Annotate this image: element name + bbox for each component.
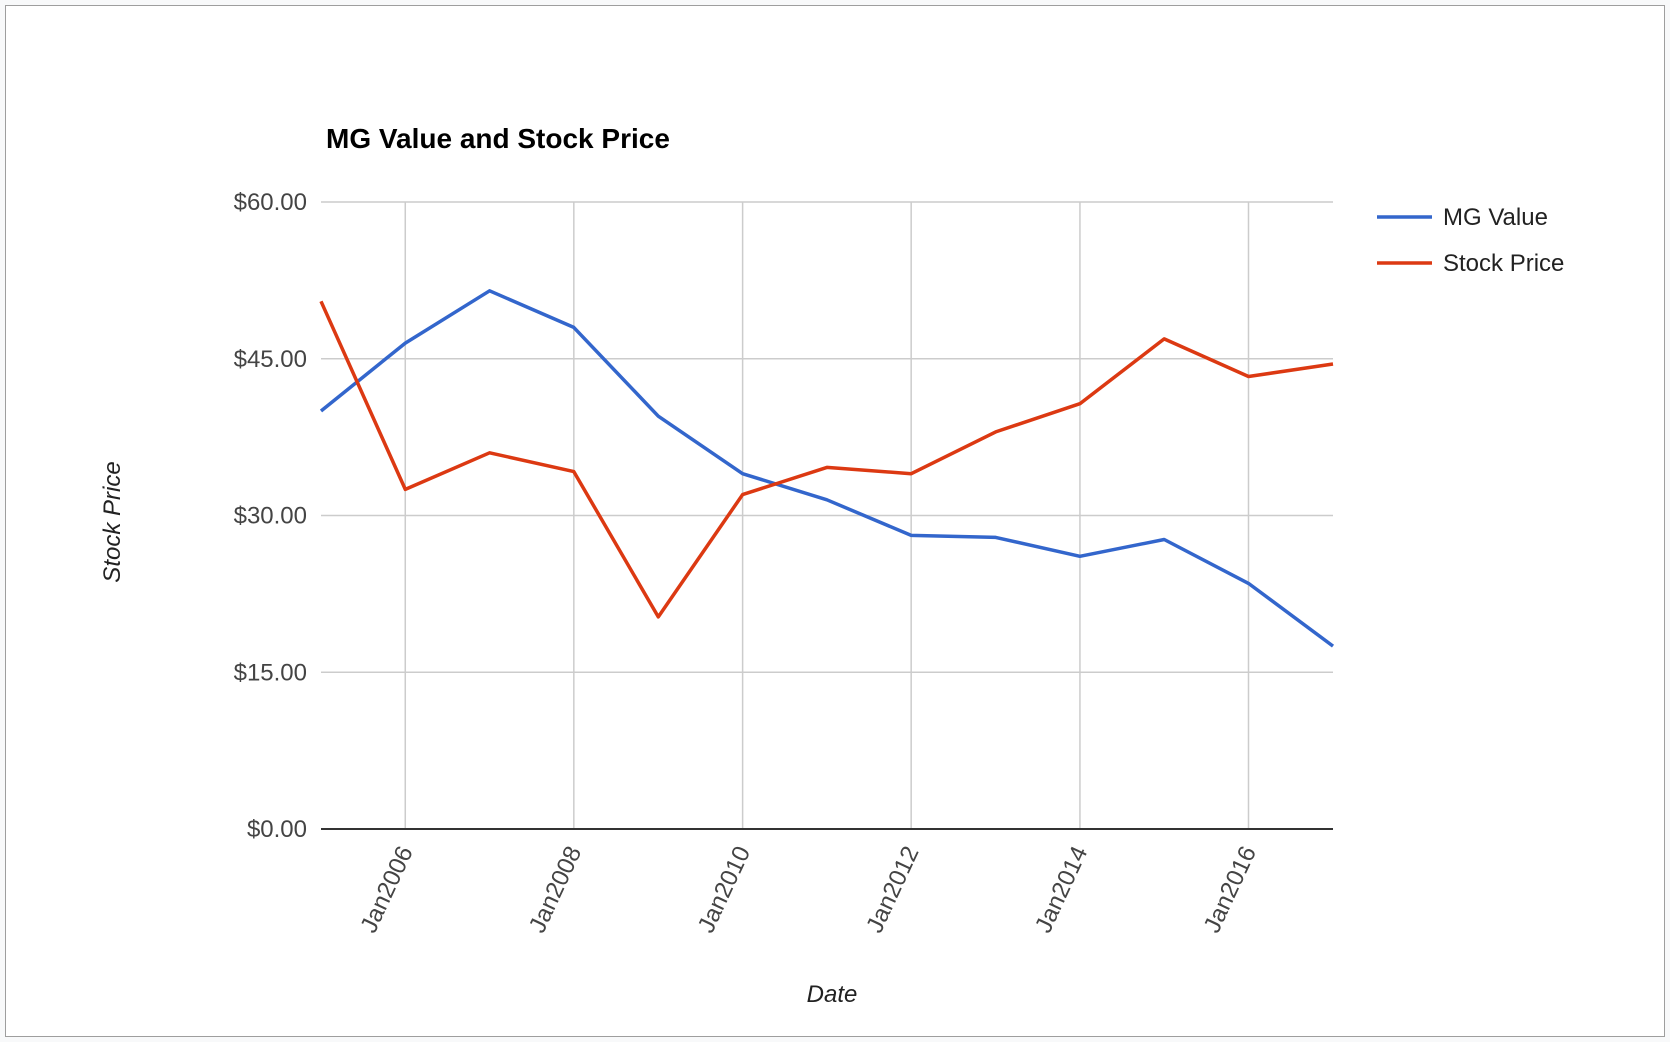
y-tick-label: $30.00 [234,503,307,530]
series-lines [318,288,1336,649]
legend-item-mg-value[interactable]: MG Value [1377,204,1548,231]
data-point-stock-price[interactable] [318,298,324,304]
data-point-stock-price[interactable] [571,469,577,475]
chart-title: MG Value and Stock Price [326,123,670,154]
data-point-stock-price[interactable] [740,492,746,498]
data-point-mg-value[interactable] [318,408,324,414]
y-tick-label: $15.00 [234,659,307,686]
data-point-mg-value[interactable] [655,413,661,419]
data-point-mg-value[interactable] [571,324,577,330]
line-chart: $0.00 $15.00 $30.00 $45.00 $60.00 Jan2006 Jan2… [99,123,1564,1008]
x-axis-title: Date [807,981,858,1008]
data-point-stock-price[interactable] [655,614,661,620]
data-point-stock-price[interactable] [824,464,830,470]
data-point-stock-price[interactable] [1245,374,1251,380]
legend-label: MG Value [1443,204,1548,231]
legend-item-stock-price[interactable]: Stock Price [1377,250,1564,277]
data-point-stock-price[interactable] [1330,361,1336,367]
data-point-mg-value[interactable] [487,288,493,294]
data-point-stock-price[interactable] [487,450,493,456]
data-point-mg-value[interactable] [1330,643,1336,649]
data-point-stock-price[interactable] [908,471,914,477]
data-point-mg-value[interactable] [740,471,746,477]
x-tick-label: Jan2012 [861,842,924,937]
y-tick-label: $60.00 [234,189,307,216]
data-point-mg-value[interactable] [993,534,999,540]
gridlines [321,201,1333,829]
data-point-mg-value[interactable] [1245,580,1251,586]
data-point-stock-price[interactable] [1077,401,1083,407]
data-point-mg-value[interactable] [908,532,914,538]
chart-container[interactable]: $0.00 $15.00 $30.00 $45.00 $60.00 Jan2006 Jan2… [5,5,1665,1037]
series-line-mg-value[interactable] [319,289,1335,648]
data-point-mg-value[interactable] [402,340,408,346]
data-point-mg-value[interactable] [824,497,830,503]
series-line-stock-price[interactable] [319,300,1334,619]
x-tick-label: Jan2006 [355,842,418,937]
data-point-stock-price[interactable] [993,429,999,435]
x-tick-label: Jan2008 [524,842,587,937]
data-point-mg-value[interactable] [1161,537,1167,543]
data-point-stock-price[interactable] [402,486,408,492]
legend-label: Stock Price [1443,250,1564,277]
y-tick-label: $0.00 [247,816,307,843]
x-tick-label: Jan2010 [693,842,756,937]
data-point-stock-price[interactable] [1161,336,1167,342]
y-tick-label: $45.00 [234,346,307,373]
y-axis-title: Stock Price [99,461,126,582]
x-tick-label: Jan2016 [1199,842,1262,937]
legend[interactable]: MG Value Stock Price [1377,204,1564,277]
data-point-mg-value[interactable] [1077,553,1083,559]
axes: $0.00 $15.00 $30.00 $45.00 $60.00 Jan2006 Jan2… [234,189,1333,937]
x-tick-label: Jan2014 [1030,842,1093,937]
